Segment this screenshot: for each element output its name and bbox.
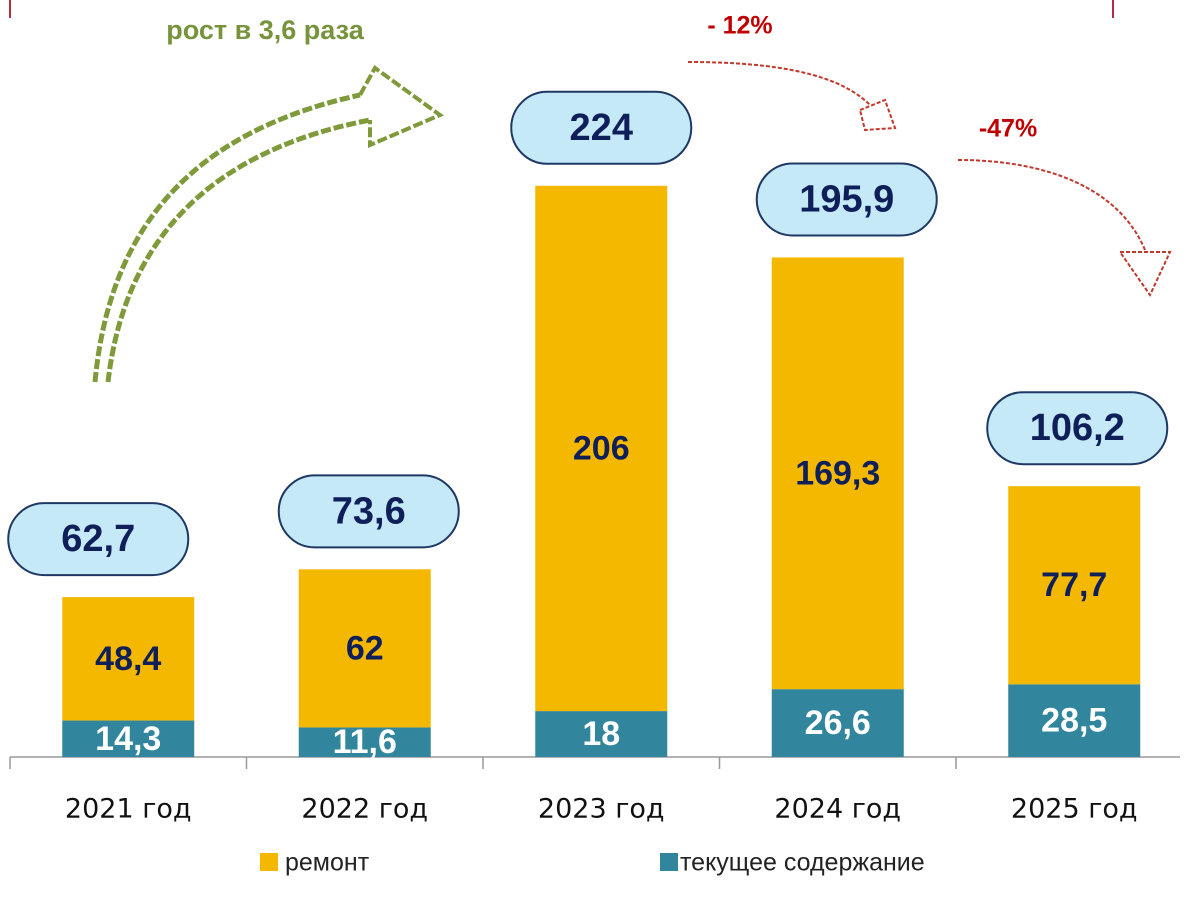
annotation: - 12% xyxy=(707,12,772,40)
bar-segment xyxy=(535,185,668,712)
legend-swatch xyxy=(260,853,278,871)
legend-swatch xyxy=(660,853,678,871)
data-label: 18 xyxy=(582,715,620,753)
decline-arrow xyxy=(687,61,1172,297)
bar-segment xyxy=(62,597,195,721)
total-label: 62,7 xyxy=(61,518,135,560)
bar-segment xyxy=(1008,486,1141,685)
total-bubble xyxy=(510,90,693,165)
x-tick-label: 2023 год xyxy=(538,794,665,825)
total-bubble xyxy=(7,502,190,577)
total-bubble xyxy=(986,391,1169,466)
data-label: 48,4 xyxy=(95,640,161,678)
data-label: 28,5 xyxy=(1041,702,1107,740)
growth-arrow xyxy=(92,65,445,383)
bar-segment xyxy=(535,711,668,757)
bar-segment xyxy=(1008,684,1141,757)
x-tick-label: 2021 год xyxy=(65,794,192,825)
total-label: 195,9 xyxy=(799,178,894,220)
bar-segment xyxy=(298,727,431,757)
data-label: 11,6 xyxy=(333,723,397,761)
legend-label: ремонт xyxy=(285,849,370,877)
x-tick-label: 2025 год xyxy=(1011,794,1138,825)
data-label: 62 xyxy=(346,629,384,667)
data-label: 206 xyxy=(573,429,630,467)
annotation: рост в 3,6 раза xyxy=(166,15,364,45)
bar-segment xyxy=(771,257,904,690)
bar-segment xyxy=(771,689,904,757)
total-bubble xyxy=(755,162,938,237)
data-label: 14,3 xyxy=(95,720,161,758)
bar-segment xyxy=(62,720,195,757)
annotation: -47% xyxy=(979,115,1037,143)
data-label: 26,6 xyxy=(805,704,871,742)
x-tick-label: 2024 год xyxy=(774,794,901,825)
data-label: 77,7 xyxy=(1041,566,1107,604)
x-tick-label: 2022 год xyxy=(301,794,428,825)
bar-segment xyxy=(298,569,431,728)
total-label: 106,2 xyxy=(1030,407,1125,449)
total-label: 224 xyxy=(570,107,633,149)
total-label: 73,6 xyxy=(332,490,406,532)
total-bubble xyxy=(277,474,460,549)
data-label: 169,3 xyxy=(795,454,880,492)
legend-label: текущее содержание xyxy=(680,849,925,877)
